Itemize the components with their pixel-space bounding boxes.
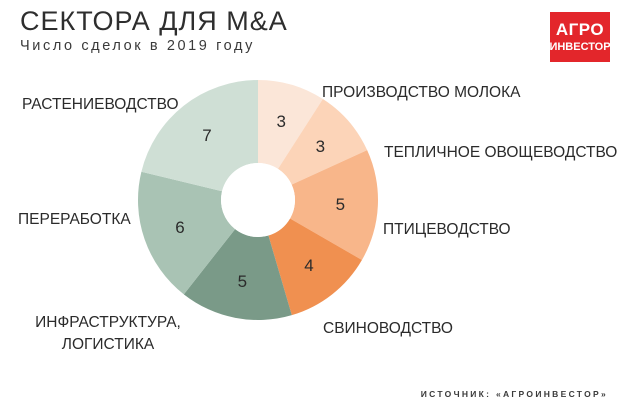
slice-value-label: 5 — [238, 272, 247, 291]
category-label: ПЕРЕРАБОТКА — [18, 211, 131, 228]
donut-slices — [138, 80, 379, 321]
slice-value-label: 4 — [304, 256, 313, 275]
slice-value-labels: 3 3 5 4 5 6 7 — [175, 112, 345, 291]
source-note: ИСТОЧНИК: «АГРОИНВЕСТОР» — [420, 389, 608, 399]
chart-title: СЕКТОРА ДЛЯ M&A — [20, 6, 288, 36]
category-labels: ПРОИЗВОДСТВО МОЛОКА ТЕПЛИЧНОЕ ОВОЩЕВОДСТВ… — [18, 84, 617, 353]
donut-hole — [221, 163, 295, 237]
donut-slice — [268, 218, 362, 316]
slice-value-label: 3 — [316, 137, 325, 156]
slice-value-label: 3 — [277, 112, 286, 131]
slice-value-label: 5 — [336, 195, 345, 214]
category-label: РАСТЕНИЕВОДСТВО — [22, 96, 179, 113]
category-label: ИНФРАСТРУКТУРА, ЛОГИСТИКА — [35, 314, 181, 353]
chart-subtitle: Число сделок в 2019 году — [20, 38, 255, 54]
category-label: СВИНОВОДСТВО — [323, 320, 453, 337]
donut-slice — [141, 80, 258, 192]
donut-slice — [183, 229, 292, 321]
slice-value-label: 6 — [175, 218, 184, 237]
agroinvestor-logo: АГРО ИНВЕСТОР — [549, 12, 611, 62]
donut-slice — [278, 99, 368, 185]
logo-line-1: АГРО — [555, 20, 605, 39]
category-label: ПТИЦЕВОДСТВО — [383, 221, 511, 238]
donut-slice — [290, 150, 379, 260]
donut-slice — [258, 80, 323, 169]
category-label: ТЕПЛИЧНОЕ ОВОЩЕВОДСТВО — [384, 144, 617, 161]
slice-value-label: 7 — [202, 126, 211, 145]
logo-line-2: ИНВЕСТОР — [549, 41, 611, 53]
category-label: ПРОИЗВОДСТВО МОЛОКА — [322, 84, 521, 101]
donut-slice — [138, 171, 236, 295]
